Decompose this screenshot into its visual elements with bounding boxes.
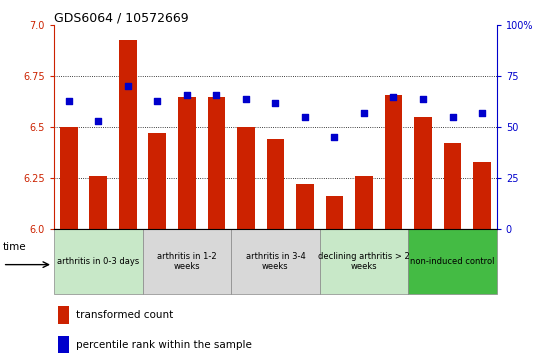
Bar [237,127,255,229]
Text: percentile rank within the sample: percentile rank within the sample [76,339,252,350]
Point [330,134,339,140]
Point [448,114,457,120]
Point [389,94,398,99]
Point [301,114,309,120]
Bar [296,184,314,229]
Point [418,96,427,102]
Bar [408,229,497,294]
Text: time: time [3,242,26,252]
Point [183,91,191,97]
Text: arthritis in 1-2
weeks: arthritis in 1-2 weeks [157,252,217,271]
Bar [384,94,402,229]
Text: GDS6064 / 10572669: GDS6064 / 10572669 [54,11,188,24]
Bar [60,127,78,229]
Text: arthritis in 0-3 days: arthritis in 0-3 days [57,257,139,266]
Point [153,98,161,103]
Bar [267,139,284,229]
Text: transformed count: transformed count [76,310,173,320]
Point [212,91,221,97]
Bar [355,176,373,229]
Text: arthritis in 3-4
weeks: arthritis in 3-4 weeks [246,252,305,271]
Bar [414,117,432,229]
Bar [90,176,107,229]
Point [124,83,132,89]
Point [360,110,368,116]
Bar [207,97,225,229]
Point [478,110,487,116]
Bar [54,229,143,294]
Bar [178,97,195,229]
Point [271,100,280,106]
Bar [320,229,408,294]
Text: declining arthritis > 2
weeks: declining arthritis > 2 weeks [318,252,410,271]
Bar [58,306,70,323]
Bar [326,196,343,229]
Text: non-induced control: non-induced control [410,257,495,266]
Bar [231,229,320,294]
Point [64,98,73,103]
Bar [444,143,461,229]
Bar [58,336,70,353]
Bar [119,40,137,229]
Bar [143,229,231,294]
Point [94,118,103,124]
Bar [473,162,491,229]
Bar [148,133,166,229]
Point [241,96,250,102]
